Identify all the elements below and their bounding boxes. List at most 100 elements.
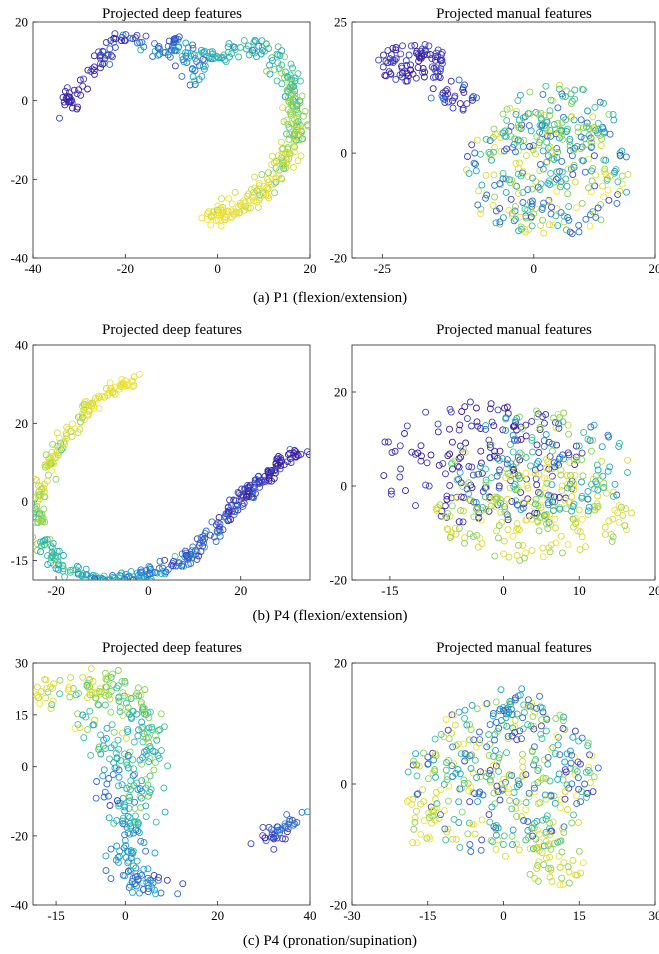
data-point xyxy=(439,460,447,468)
data-point xyxy=(566,138,574,146)
data-point xyxy=(515,799,523,807)
data-point xyxy=(433,506,441,514)
data-point xyxy=(479,769,487,777)
data-point xyxy=(33,504,35,510)
data-point xyxy=(567,471,574,479)
data-point xyxy=(193,535,201,543)
data-point xyxy=(33,690,38,698)
data-point xyxy=(482,506,490,513)
data-point xyxy=(471,830,479,838)
data-point xyxy=(507,460,515,468)
data-point xyxy=(281,53,289,61)
data-point xyxy=(551,493,559,501)
data-point xyxy=(514,97,522,105)
data-point xyxy=(581,780,589,788)
data-point xyxy=(461,449,469,457)
data-point xyxy=(477,516,485,524)
data-point xyxy=(413,807,420,815)
data-point xyxy=(100,793,108,801)
data-point xyxy=(499,169,507,177)
data-point xyxy=(507,195,515,203)
y-tick-label: 15 xyxy=(15,707,28,722)
data-point xyxy=(455,76,463,84)
data-point xyxy=(412,74,420,82)
data-point xyxy=(487,502,495,510)
data-point xyxy=(99,742,107,750)
data-point xyxy=(578,515,586,523)
data-point xyxy=(564,421,572,429)
data-point xyxy=(151,732,159,740)
data-point xyxy=(481,493,489,501)
data-point xyxy=(179,880,187,888)
data-point xyxy=(542,82,550,90)
data-point xyxy=(469,533,477,541)
data-point xyxy=(113,582,119,588)
data-point xyxy=(534,861,542,869)
data-point xyxy=(100,572,108,580)
data-point xyxy=(470,498,478,506)
data-point xyxy=(499,426,507,434)
data-point xyxy=(534,110,542,118)
data-point xyxy=(140,865,148,873)
data-point xyxy=(412,502,419,510)
data-point xyxy=(421,46,429,54)
data-point xyxy=(624,469,631,476)
data-point xyxy=(529,448,537,456)
data-point xyxy=(286,71,294,79)
data-point xyxy=(578,734,586,742)
data-point xyxy=(278,138,285,146)
y-tick-label: 20 xyxy=(334,656,347,671)
data-point xyxy=(555,852,563,860)
data-point xyxy=(286,450,294,457)
data-point xyxy=(524,206,532,214)
data-point xyxy=(559,418,567,426)
scatter-points xyxy=(375,41,632,238)
data-point xyxy=(107,875,115,883)
data-point xyxy=(543,118,551,126)
data-point xyxy=(466,841,474,848)
data-point xyxy=(40,493,48,501)
y-tick-label: 0 xyxy=(22,93,29,108)
data-point xyxy=(468,463,476,471)
data-point xyxy=(542,727,550,735)
data-point xyxy=(94,701,102,708)
data-point xyxy=(535,139,543,147)
data-point xyxy=(503,749,510,757)
data-point xyxy=(251,173,259,181)
data-point xyxy=(495,482,503,490)
data-point xyxy=(92,694,100,702)
data-point xyxy=(199,62,207,70)
data-point xyxy=(556,881,564,889)
data-point xyxy=(614,509,622,517)
data-point xyxy=(486,405,494,413)
data-point xyxy=(209,50,216,58)
data-point xyxy=(556,838,564,845)
data-point xyxy=(407,61,415,69)
data-point xyxy=(546,221,553,229)
data-point xyxy=(587,447,595,455)
data-point xyxy=(111,383,119,391)
data-point xyxy=(17,678,23,684)
data-point xyxy=(468,422,475,430)
data-point xyxy=(450,815,458,823)
data-point xyxy=(222,510,230,518)
data-point xyxy=(593,461,601,469)
data-point xyxy=(525,703,533,711)
data-point xyxy=(609,533,617,541)
data-point xyxy=(491,736,498,744)
data-point xyxy=(473,470,481,478)
data-point xyxy=(486,494,494,501)
data-point xyxy=(265,178,273,186)
data-point xyxy=(518,451,526,459)
data-point xyxy=(527,127,535,135)
data-point xyxy=(504,710,512,718)
data-point xyxy=(461,403,469,411)
data-point xyxy=(556,81,563,89)
data-point xyxy=(554,410,562,418)
data-point xyxy=(287,459,295,466)
chart-title: Projected deep features xyxy=(102,6,242,22)
data-point xyxy=(105,775,113,782)
data-point xyxy=(577,798,585,806)
data-point xyxy=(529,824,537,832)
data-point xyxy=(235,209,243,217)
